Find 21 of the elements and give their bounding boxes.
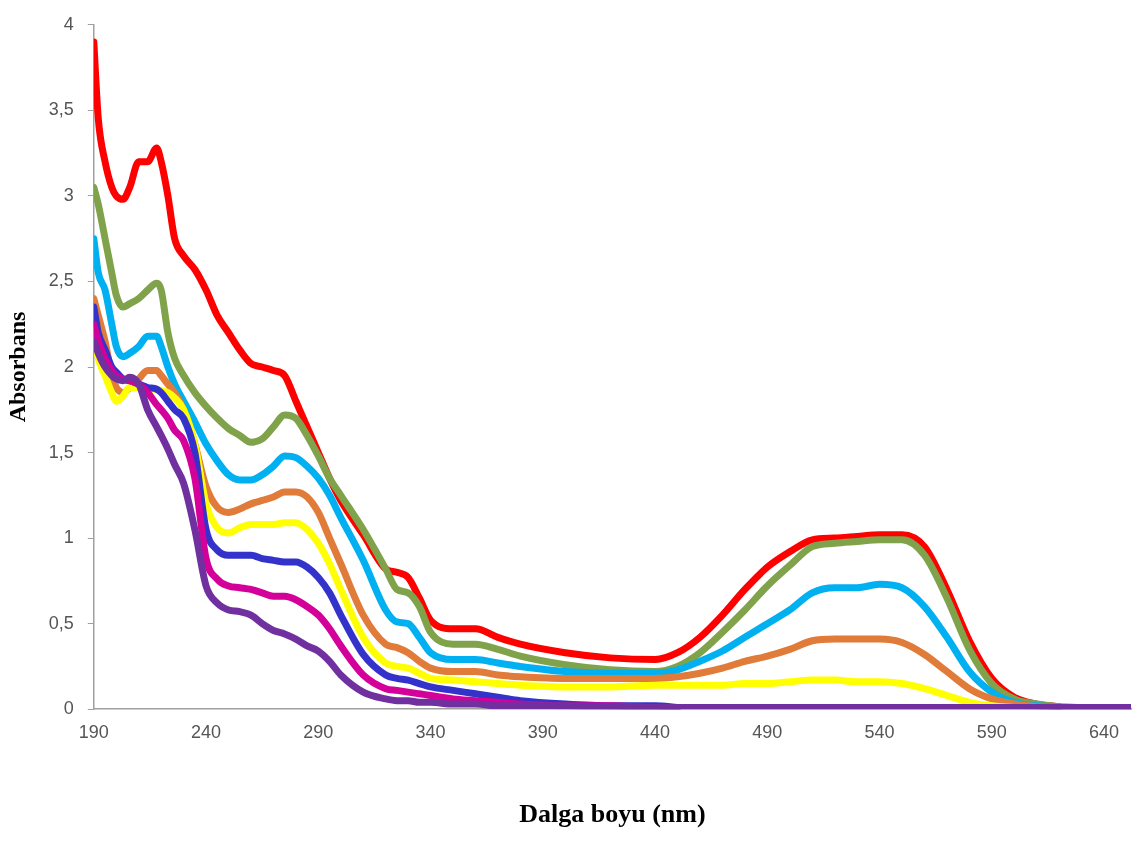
y-tick-label: 4 [63, 13, 74, 34]
x-tick-label: 490 [752, 721, 783, 742]
x-tick-label: 590 [976, 721, 1007, 742]
y-tick-label: 1,5 [48, 441, 74, 462]
y-tick-label: 3 [63, 184, 74, 205]
y-tick-label: 0,5 [48, 612, 74, 633]
x-tick-label: 540 [864, 721, 895, 742]
x-tick-label: 640 [1089, 721, 1120, 742]
x-axis-title: Dalga boyu (nm) [519, 799, 706, 829]
y-tick-label: 2 [63, 355, 74, 376]
y-tick-label: 2,5 [48, 270, 74, 291]
y-tick-label: 1 [63, 527, 74, 548]
y-axis-title: Absorbans [3, 311, 30, 423]
x-tick-label: 390 [527, 721, 558, 742]
y-tick-label: 0 [63, 698, 74, 719]
x-tick-label: 240 [191, 721, 222, 742]
x-tick-label: 290 [303, 721, 334, 742]
x-tick-label: 340 [415, 721, 446, 742]
x-tick-label: 440 [640, 721, 671, 742]
y-tick-label: 3,5 [48, 99, 74, 120]
x-tick-label: 190 [78, 721, 109, 742]
